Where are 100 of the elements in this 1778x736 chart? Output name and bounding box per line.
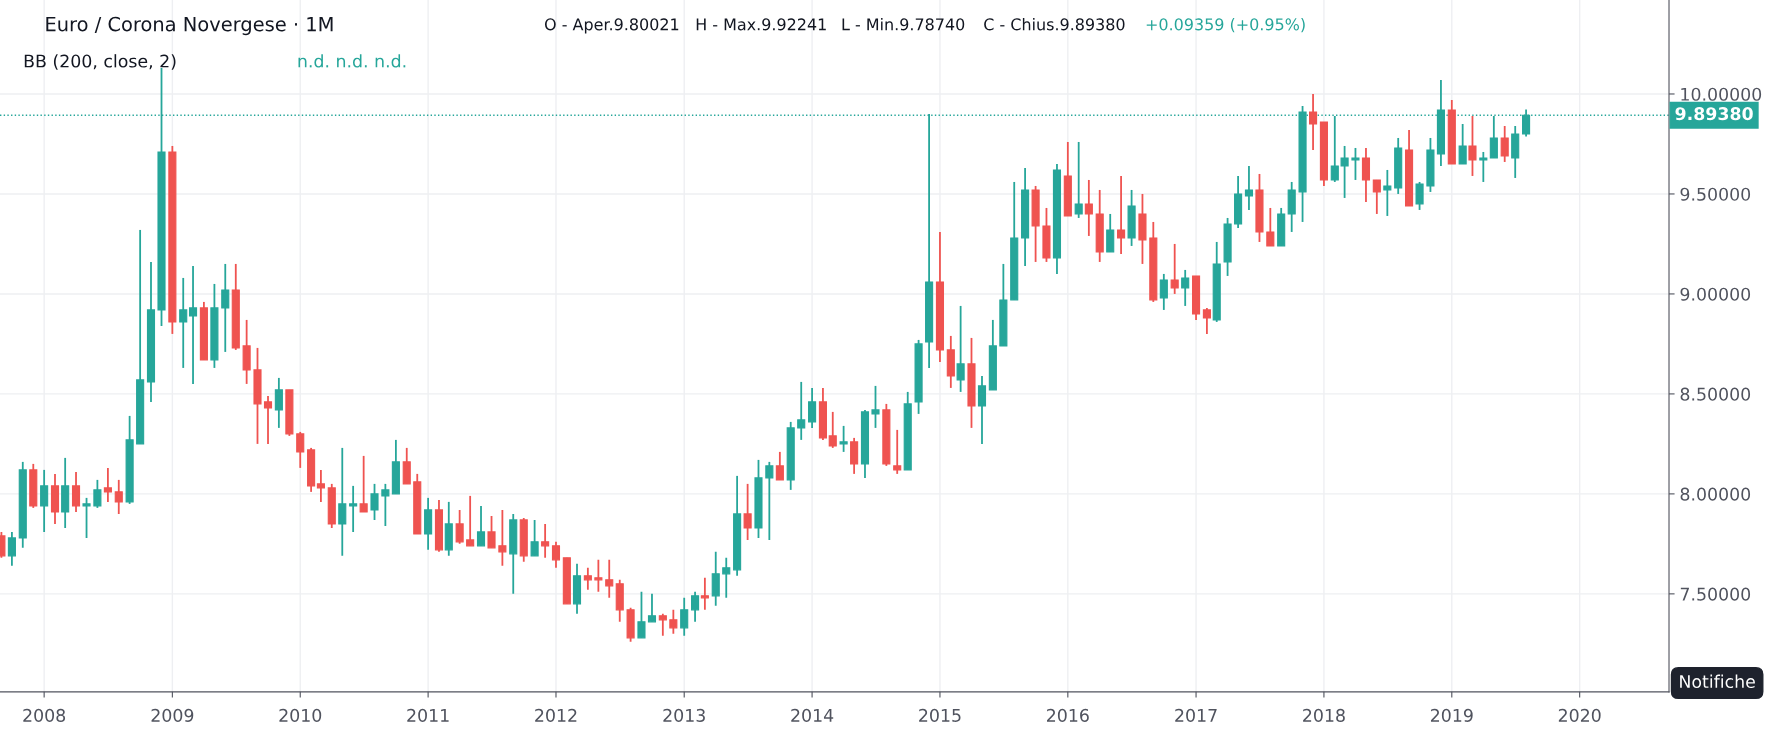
- annotation: C - Chius.9.89380: [984, 18, 1125, 31]
- candlestick: [541, 522, 550, 559]
- candlestick: [680, 596, 689, 637]
- candlestick: [487, 514, 496, 549]
- candlestick: [221, 263, 230, 353]
- candlestick: [1383, 169, 1392, 217]
- candlestick: [1500, 125, 1509, 163]
- annotation: n.d. n.d. n.d.: [298, 54, 406, 68]
- candlestick: [1074, 141, 1083, 219]
- annotation: BB (200, close, 2): [24, 54, 176, 70]
- candlestick: [1202, 307, 1211, 335]
- candlestick: [1372, 179, 1381, 215]
- candlestick: [530, 518, 539, 557]
- candlestick: [700, 576, 709, 611]
- y-tick-label: 9.00000: [1680, 287, 1751, 301]
- x-tick-label: 2015: [919, 708, 961, 722]
- candlestick: [93, 478, 102, 509]
- y-tick-label: 8.50000: [1680, 387, 1751, 401]
- candlestick: [466, 494, 475, 547]
- candlestick: [71, 470, 81, 513]
- candlestick: [850, 436, 859, 475]
- candlestick: [476, 504, 486, 547]
- candlestick: [274, 377, 283, 429]
- ref-line-label: 9.89380: [1675, 107, 1753, 121]
- candlestick: [722, 556, 731, 599]
- candlestick: [40, 468, 49, 533]
- candlestick: [1511, 125, 1520, 179]
- candlestick: [82, 496, 91, 539]
- text: Euro / Corona Novergese · 1M: [46, 16, 333, 36]
- candlestick: [743, 482, 752, 541]
- candlestick: [338, 446, 347, 557]
- candlestick: [179, 277, 188, 369]
- candlestick: [381, 482, 390, 527]
- candlestick: [498, 508, 507, 567]
- candlestick: [1084, 179, 1093, 237]
- candlestick: [1266, 207, 1275, 247]
- candlestick: [691, 590, 700, 623]
- candlestick: [349, 484, 358, 533]
- y-tick-label: 7.50000: [1680, 587, 1751, 601]
- candlestick: [455, 508, 464, 545]
- candlestick: [1159, 273, 1168, 311]
- candlestick: [637, 590, 646, 639]
- x-tick-label: 2008: [23, 708, 66, 722]
- candlestick: [424, 496, 433, 551]
- candlestick: [1468, 115, 1477, 177]
- annotation: +0.09359 (+0.95%): [1146, 18, 1305, 33]
- y-tick-label: 9.50000: [1680, 187, 1751, 201]
- candlestick: [647, 592, 657, 623]
- candlestick: [828, 410, 837, 449]
- x-tick-label: 2017: [1175, 708, 1217, 722]
- x-tick-label: 2018: [1303, 708, 1345, 722]
- x-tick-label: 2016: [1047, 708, 1089, 722]
- candlestick: [956, 305, 965, 393]
- candlestick: [114, 478, 123, 515]
- y-tick-label: 8.00000: [1680, 487, 1751, 501]
- x-tick-label: 2009: [151, 708, 194, 722]
- annotation: O - Aper.9.80021: [544, 18, 679, 34]
- candlestick: [188, 265, 198, 385]
- x-tick-label: 2020: [1558, 708, 1601, 722]
- y-tick-label: 10.00000: [1681, 87, 1762, 101]
- candlestick: [316, 468, 325, 503]
- candlestick: [1415, 181, 1424, 211]
- candlestick: [594, 558, 603, 593]
- candlestick: [1170, 243, 1179, 295]
- candlestick: [871, 385, 880, 429]
- candlestick: [296, 430, 305, 469]
- candlestick: [1117, 175, 1126, 255]
- candlestick: [1479, 151, 1488, 183]
- candlestick: [370, 482, 379, 521]
- candlestick: [1181, 269, 1190, 307]
- annotation: H - Max.9.92241: [696, 18, 826, 31]
- candlestick: [765, 460, 774, 541]
- x-tick-label: 2013: [663, 708, 705, 722]
- candlestick: [242, 319, 251, 385]
- candlestick: [7, 530, 16, 567]
- candlestick: [669, 608, 678, 635]
- candlestick: [263, 395, 273, 445]
- candlestick: [711, 550, 720, 607]
- candlestick: [808, 387, 817, 429]
- annotation: L - Min.9.78740: [842, 18, 965, 31]
- x-tick-label: 2012: [535, 708, 577, 722]
- candlestick: [1106, 213, 1115, 253]
- candlestick: [1361, 147, 1371, 203]
- candlestick: [775, 450, 784, 481]
- candlestick: [797, 381, 806, 441]
- candlestick: [551, 540, 561, 569]
- candlestick: [839, 424, 848, 453]
- candlestick: [1244, 165, 1254, 211]
- candlestick: [359, 454, 368, 513]
- candlestick: [1309, 93, 1318, 151]
- x-tick-label: 2011: [407, 708, 449, 722]
- x-tick-label: 2010: [279, 708, 322, 722]
- candlestick: [583, 566, 592, 591]
- x-tick-label: 2019: [1430, 708, 1473, 722]
- text: Notifiche: [1680, 674, 1755, 689]
- candlestick: [658, 612, 667, 637]
- candlestick: [977, 375, 987, 445]
- x-tick-label: 2014: [791, 708, 834, 722]
- candlestick: [1351, 147, 1360, 181]
- candlestick: [402, 446, 411, 485]
